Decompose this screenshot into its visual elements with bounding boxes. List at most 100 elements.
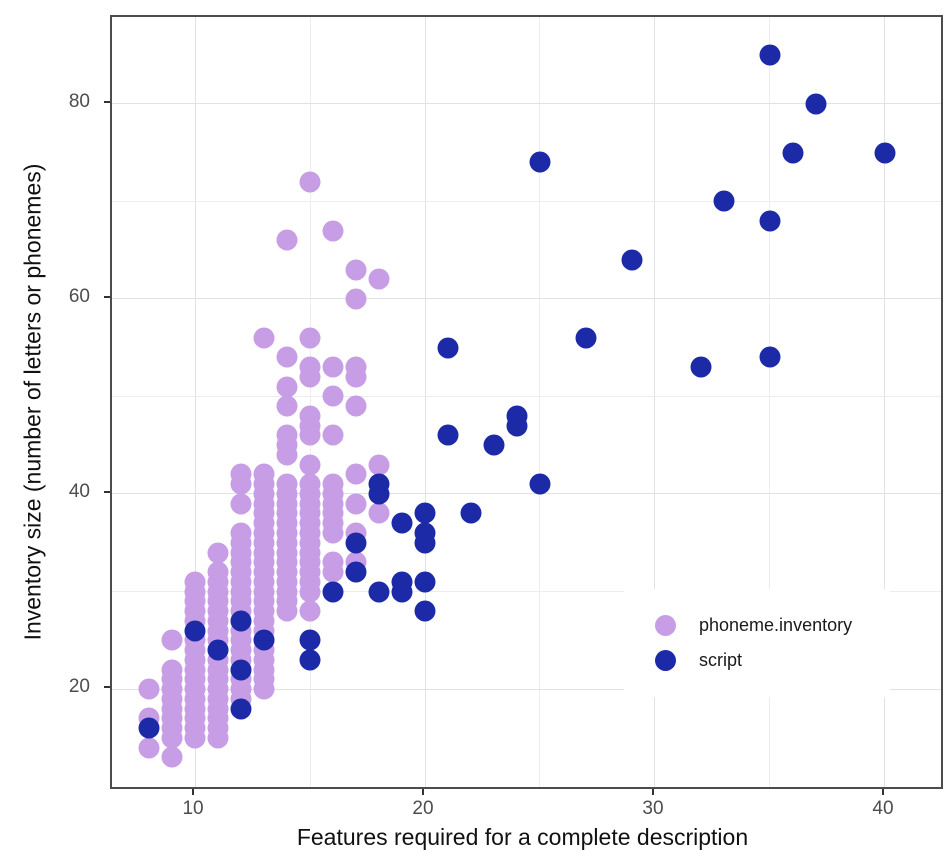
data-point-script: [184, 620, 206, 641]
data-point-phoneme.inventory: [322, 385, 344, 407]
data-point-phoneme.inventory: [299, 600, 321, 622]
data-point-script: [391, 512, 413, 534]
data-point-phoneme.inventory: [207, 542, 229, 563]
data-point-script: [230, 610, 252, 632]
data-point-script: [575, 327, 597, 349]
data-point-phoneme.inventory: [207, 727, 229, 749]
data-point-script: [437, 337, 459, 359]
data-point-script: [782, 142, 804, 164]
data-point-phoneme.inventory: [322, 424, 344, 446]
data-point-script: [414, 600, 436, 622]
data-point-script: [483, 434, 505, 456]
legend: phoneme.inventory script: [624, 589, 890, 697]
data-point-phoneme.inventory: [161, 629, 183, 651]
y-axis-tick-20: [104, 686, 110, 688]
data-point-script: [690, 356, 712, 378]
x-axis-tick-20: [422, 789, 424, 795]
data-point-script: [391, 581, 413, 602]
data-point-script: [138, 717, 160, 739]
x-axis-title: Features required for a complete descrip…: [296, 824, 749, 850]
legend-item-label: phoneme.inventory: [699, 615, 853, 635]
data-point-phoneme.inventory: [299, 424, 321, 446]
x-tick-label-40: 40: [872, 798, 894, 819]
data-point-phoneme.inventory: [299, 366, 321, 388]
x-gridline-30: [654, 17, 656, 787]
data-point-script: [207, 639, 229, 661]
data-point-phoneme.inventory: [345, 395, 367, 417]
data-point-phoneme.inventory: [253, 327, 275, 349]
data-point-script: [874, 142, 896, 164]
data-point-script: [230, 698, 252, 719]
data-point-script: [299, 629, 321, 651]
data-point-phoneme.inventory: [253, 678, 275, 700]
data-point-phoneme.inventory: [161, 746, 183, 768]
x-gridline-15: [309, 17, 311, 787]
x-gridline-35: [769, 17, 771, 787]
data-point-phoneme.inventory: [368, 268, 390, 290]
data-point-phoneme.inventory: [299, 454, 321, 476]
y-axis-title: Inventory size (number of letters or pho…: [19, 163, 46, 641]
x-gridline-40: [884, 17, 886, 787]
data-point-phoneme.inventory: [345, 463, 367, 485]
x-gridline-25: [539, 17, 541, 787]
data-point-phoneme.inventory: [276, 346, 298, 368]
legend-dot-icon: [655, 615, 676, 636]
data-point-phoneme.inventory: [184, 727, 206, 749]
y-gridline-40: [112, 493, 941, 495]
data-point-script: [230, 659, 252, 680]
y-axis-tick-60: [104, 295, 110, 298]
data-point-phoneme.inventory: [299, 171, 321, 193]
data-point-phoneme.inventory: [138, 737, 160, 758]
y-gridline-30: [112, 591, 941, 592]
data-point-script: [345, 532, 367, 554]
data-point-script: [299, 649, 321, 671]
y-tick-label-80: 80: [68, 90, 90, 112]
legend-dot-icon: [655, 650, 676, 671]
data-point-script: [759, 44, 781, 66]
data-point-phoneme.inventory: [322, 561, 344, 583]
data-point-phoneme.inventory: [299, 327, 321, 349]
data-point-phoneme.inventory: [230, 493, 252, 515]
x-axis-tick-30: [651, 789, 654, 795]
data-point-script: [713, 190, 735, 212]
data-point-script: [414, 502, 436, 524]
data-point-phoneme.inventory: [368, 502, 390, 524]
y-tick-label-20: 20: [68, 676, 90, 697]
data-point-phoneme.inventory: [276, 376, 298, 398]
y-gridline-80: [112, 103, 941, 105]
data-point-script: [253, 629, 275, 651]
legend-item-script: script: [624, 650, 890, 671]
y-gridline-60: [112, 298, 941, 300]
y-gridline-50: [112, 395, 941, 397]
data-point-script: [345, 561, 367, 583]
data-point-phoneme.inventory: [322, 220, 344, 242]
data-point-script: [529, 473, 551, 495]
data-point-script: [414, 571, 436, 593]
data-point-script: [805, 93, 827, 115]
data-point-phoneme.inventory: [368, 454, 390, 476]
x-tick-label-10: 10: [182, 798, 204, 819]
data-point-phoneme.inventory: [299, 581, 321, 602]
data-point-phoneme.inventory: [276, 395, 298, 417]
plot-panel: phoneme.inventory script: [110, 15, 943, 789]
x-tick-label-20: 20: [412, 798, 434, 819]
data-point-phoneme.inventory: [345, 366, 367, 388]
data-point-script: [529, 151, 551, 173]
data-point-script: [460, 502, 482, 524]
data-point-phoneme.inventory: [138, 678, 160, 700]
x-gridline-20: [424, 17, 426, 787]
data-point-phoneme.inventory: [345, 259, 367, 281]
data-point-phoneme.inventory: [230, 473, 252, 495]
data-point-script: [759, 346, 781, 368]
y-axis-tick-80: [104, 100, 110, 103]
data-point-script: [506, 415, 528, 437]
x-axis-tick-10: [192, 789, 195, 795]
data-point-phoneme.inventory: [276, 444, 298, 466]
data-point-script: [322, 581, 344, 602]
data-point-phoneme.inventory: [276, 229, 298, 251]
data-point-script: [368, 581, 390, 602]
y-axis-tick-40: [104, 490, 110, 493]
data-point-phoneme.inventory: [276, 600, 298, 622]
x-axis-tick-40: [881, 789, 884, 795]
